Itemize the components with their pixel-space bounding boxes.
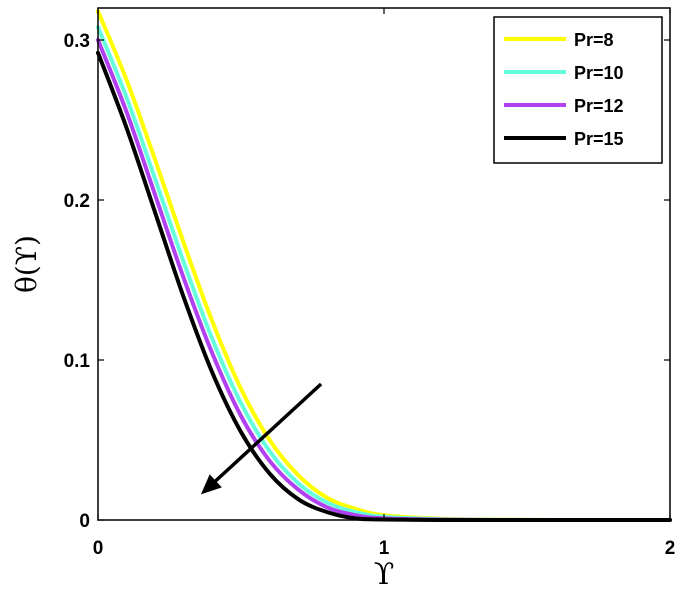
y-tick-label: 0.3 [64, 31, 90, 52]
y-axis-label: θ(ϒ) [10, 235, 43, 293]
y-tick-label: 0.2 [64, 191, 90, 212]
legend-label-1: Pr=8 [574, 30, 614, 50]
ticks-layer: 0 1 2 0 0.1 0.2 0.3 [64, 8, 676, 559]
y-tick-label: 0.1 [64, 351, 91, 372]
legend-label-3: Pr=12 [574, 96, 624, 116]
annotation-layer [200, 382, 323, 495]
legend: Pr=8 Pr=10 Pr=12 Pr=15 [493, 16, 663, 164]
x-tick-label: 1 [379, 538, 390, 559]
legend-label-4: Pr=15 [574, 129, 624, 149]
x-tick-label: 2 [665, 538, 676, 559]
x-tick-label: 0 [93, 538, 104, 559]
y-tick-label: 0 [79, 511, 90, 532]
legend-label-2: Pr=10 [574, 63, 624, 83]
annotation-arrow-shaft [212, 382, 323, 484]
annotation-arrow-head [200, 474, 222, 495]
x-axis-label: ϒ [374, 557, 395, 592]
